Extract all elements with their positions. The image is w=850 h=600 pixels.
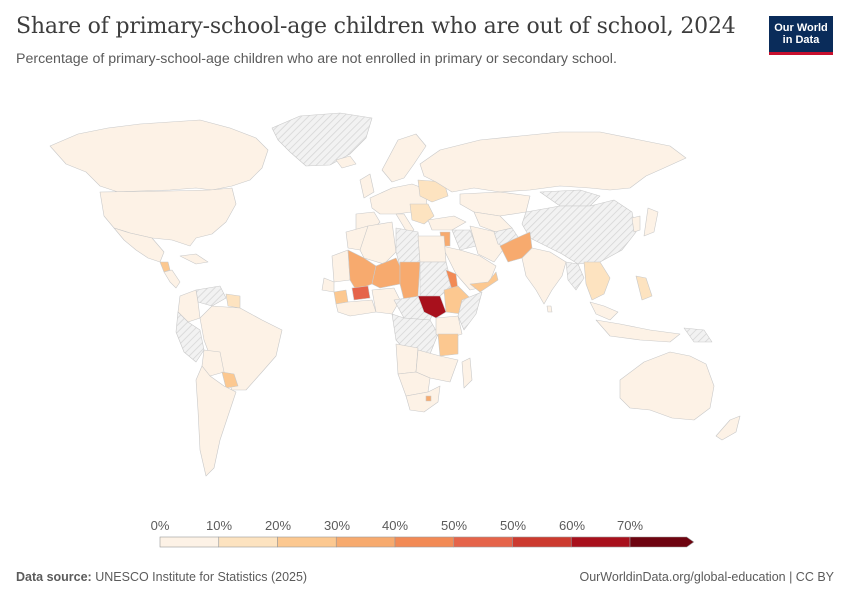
region-namibia-botswana[interactable] bbox=[397, 371, 431, 397]
legend-bin-1[interactable] bbox=[218, 536, 278, 548]
legend-bin-7[interactable] bbox=[570, 536, 631, 548]
region-somalia[interactable] bbox=[457, 291, 483, 331]
region-india[interactable] bbox=[521, 247, 567, 305]
region-iceland[interactable] bbox=[335, 155, 357, 169]
chart-title: Share of primary-school-age children who… bbox=[16, 14, 736, 39]
region-mauritania[interactable] bbox=[331, 249, 351, 283]
region-bolivia[interactable] bbox=[201, 349, 225, 377]
region-egypt[interactable] bbox=[417, 235, 447, 263]
legend-label-0: 0% bbox=[150, 518, 170, 533]
color-legend: 0% 10% 20% 30% 40% 50% 50% 60% 70% bbox=[150, 518, 710, 558]
legend-label-8: 70% bbox=[616, 518, 644, 533]
region-uk[interactable] bbox=[359, 173, 375, 199]
legend-label-7: 60% bbox=[558, 518, 586, 533]
legend-bin-6[interactable] bbox=[512, 536, 572, 548]
legend-label-5: 50% bbox=[440, 518, 468, 533]
region-chile-argentina[interactable] bbox=[195, 365, 237, 477]
region-senegal-gambia[interactable] bbox=[321, 277, 335, 293]
region-nigeria[interactable] bbox=[371, 287, 401, 315]
region-italy[interactable] bbox=[395, 213, 415, 235]
owid-logo[interactable]: Our World in Data bbox=[769, 16, 833, 55]
region-lesotho[interactable] bbox=[425, 395, 432, 402]
legend-label-2: 20% bbox=[264, 518, 292, 533]
region-japan[interactable] bbox=[643, 207, 659, 237]
legend-bin-0[interactable] bbox=[159, 536, 220, 548]
region-mongolia[interactable] bbox=[539, 189, 601, 207]
region-ecuador-peru[interactable] bbox=[175, 311, 205, 363]
logo-line-1: Our World bbox=[774, 22, 828, 34]
legend-label-4: 40% bbox=[381, 518, 409, 533]
region-guinea[interactable] bbox=[333, 289, 349, 305]
region-usa[interactable] bbox=[99, 187, 237, 247]
legend-bin-2[interactable] bbox=[277, 536, 337, 548]
chart-subtitle: Percentage of primary-school-age childre… bbox=[16, 51, 617, 67]
region-indonesia[interactable] bbox=[595, 319, 681, 343]
legend-bin-3[interactable] bbox=[335, 536, 396, 548]
region-arabia[interactable] bbox=[441, 245, 497, 291]
region-philippines[interactable] bbox=[635, 275, 653, 301]
region-kazakhstan[interactable] bbox=[459, 191, 531, 217]
legend-bin-8[interactable] bbox=[629, 536, 695, 548]
data-source-label: Data source: bbox=[16, 570, 92, 584]
region-madagascar[interactable] bbox=[461, 357, 473, 389]
region-burkina-faso[interactable] bbox=[351, 285, 371, 301]
region-guatemala[interactable] bbox=[159, 261, 171, 273]
legend-bin-4[interactable] bbox=[394, 536, 455, 548]
region-australia[interactable] bbox=[619, 351, 715, 421]
region-angola[interactable] bbox=[395, 343, 419, 375]
data-source: Data source: UNESCO Institute for Statis… bbox=[16, 570, 307, 584]
region-yemen[interactable] bbox=[469, 271, 499, 293]
region-chad[interactable] bbox=[399, 261, 421, 301]
region-thailand-indochina[interactable] bbox=[583, 261, 611, 301]
source-url[interactable]: OurWorldinData.org/global-education | CC… bbox=[579, 570, 834, 584]
world-map bbox=[49, 112, 741, 477]
legend-label-3: 30% bbox=[323, 518, 351, 533]
region-canada[interactable] bbox=[49, 119, 269, 193]
region-myanmar[interactable] bbox=[565, 261, 585, 291]
legend-bin-5[interactable] bbox=[453, 536, 513, 548]
region-turkey[interactable] bbox=[427, 215, 467, 231]
region-sri-lanka[interactable] bbox=[546, 305, 553, 313]
region-new-zealand[interactable] bbox=[715, 415, 741, 441]
region-venezuela[interactable] bbox=[195, 285, 227, 307]
region-china[interactable] bbox=[521, 199, 637, 265]
legend-bar bbox=[159, 536, 695, 548]
legend-label-1: 10% bbox=[205, 518, 233, 533]
region-south-africa[interactable] bbox=[405, 385, 441, 413]
region-tanzania[interactable] bbox=[437, 333, 459, 357]
logo-line-2: in Data bbox=[782, 34, 820, 46]
region-caribbean[interactable] bbox=[179, 253, 209, 265]
region-malaysia[interactable] bbox=[589, 301, 619, 321]
region-scandinavia[interactable] bbox=[381, 133, 427, 183]
region-greenland[interactable] bbox=[271, 112, 373, 167]
region-niger[interactable] bbox=[371, 257, 401, 289]
region-central-america[interactable] bbox=[163, 269, 181, 289]
region-libya[interactable] bbox=[395, 227, 421, 267]
legend-label-6: 50% bbox=[499, 518, 527, 533]
data-source-text: UNESCO Institute for Statistics (2025) bbox=[95, 570, 308, 584]
region-paraguay[interactable] bbox=[221, 371, 239, 389]
region-korea[interactable] bbox=[631, 215, 641, 233]
region-south-sudan[interactable] bbox=[417, 295, 447, 319]
region-guianas[interactable] bbox=[225, 293, 241, 309]
region-png[interactable] bbox=[683, 327, 713, 343]
region-russia[interactable] bbox=[419, 131, 687, 193]
